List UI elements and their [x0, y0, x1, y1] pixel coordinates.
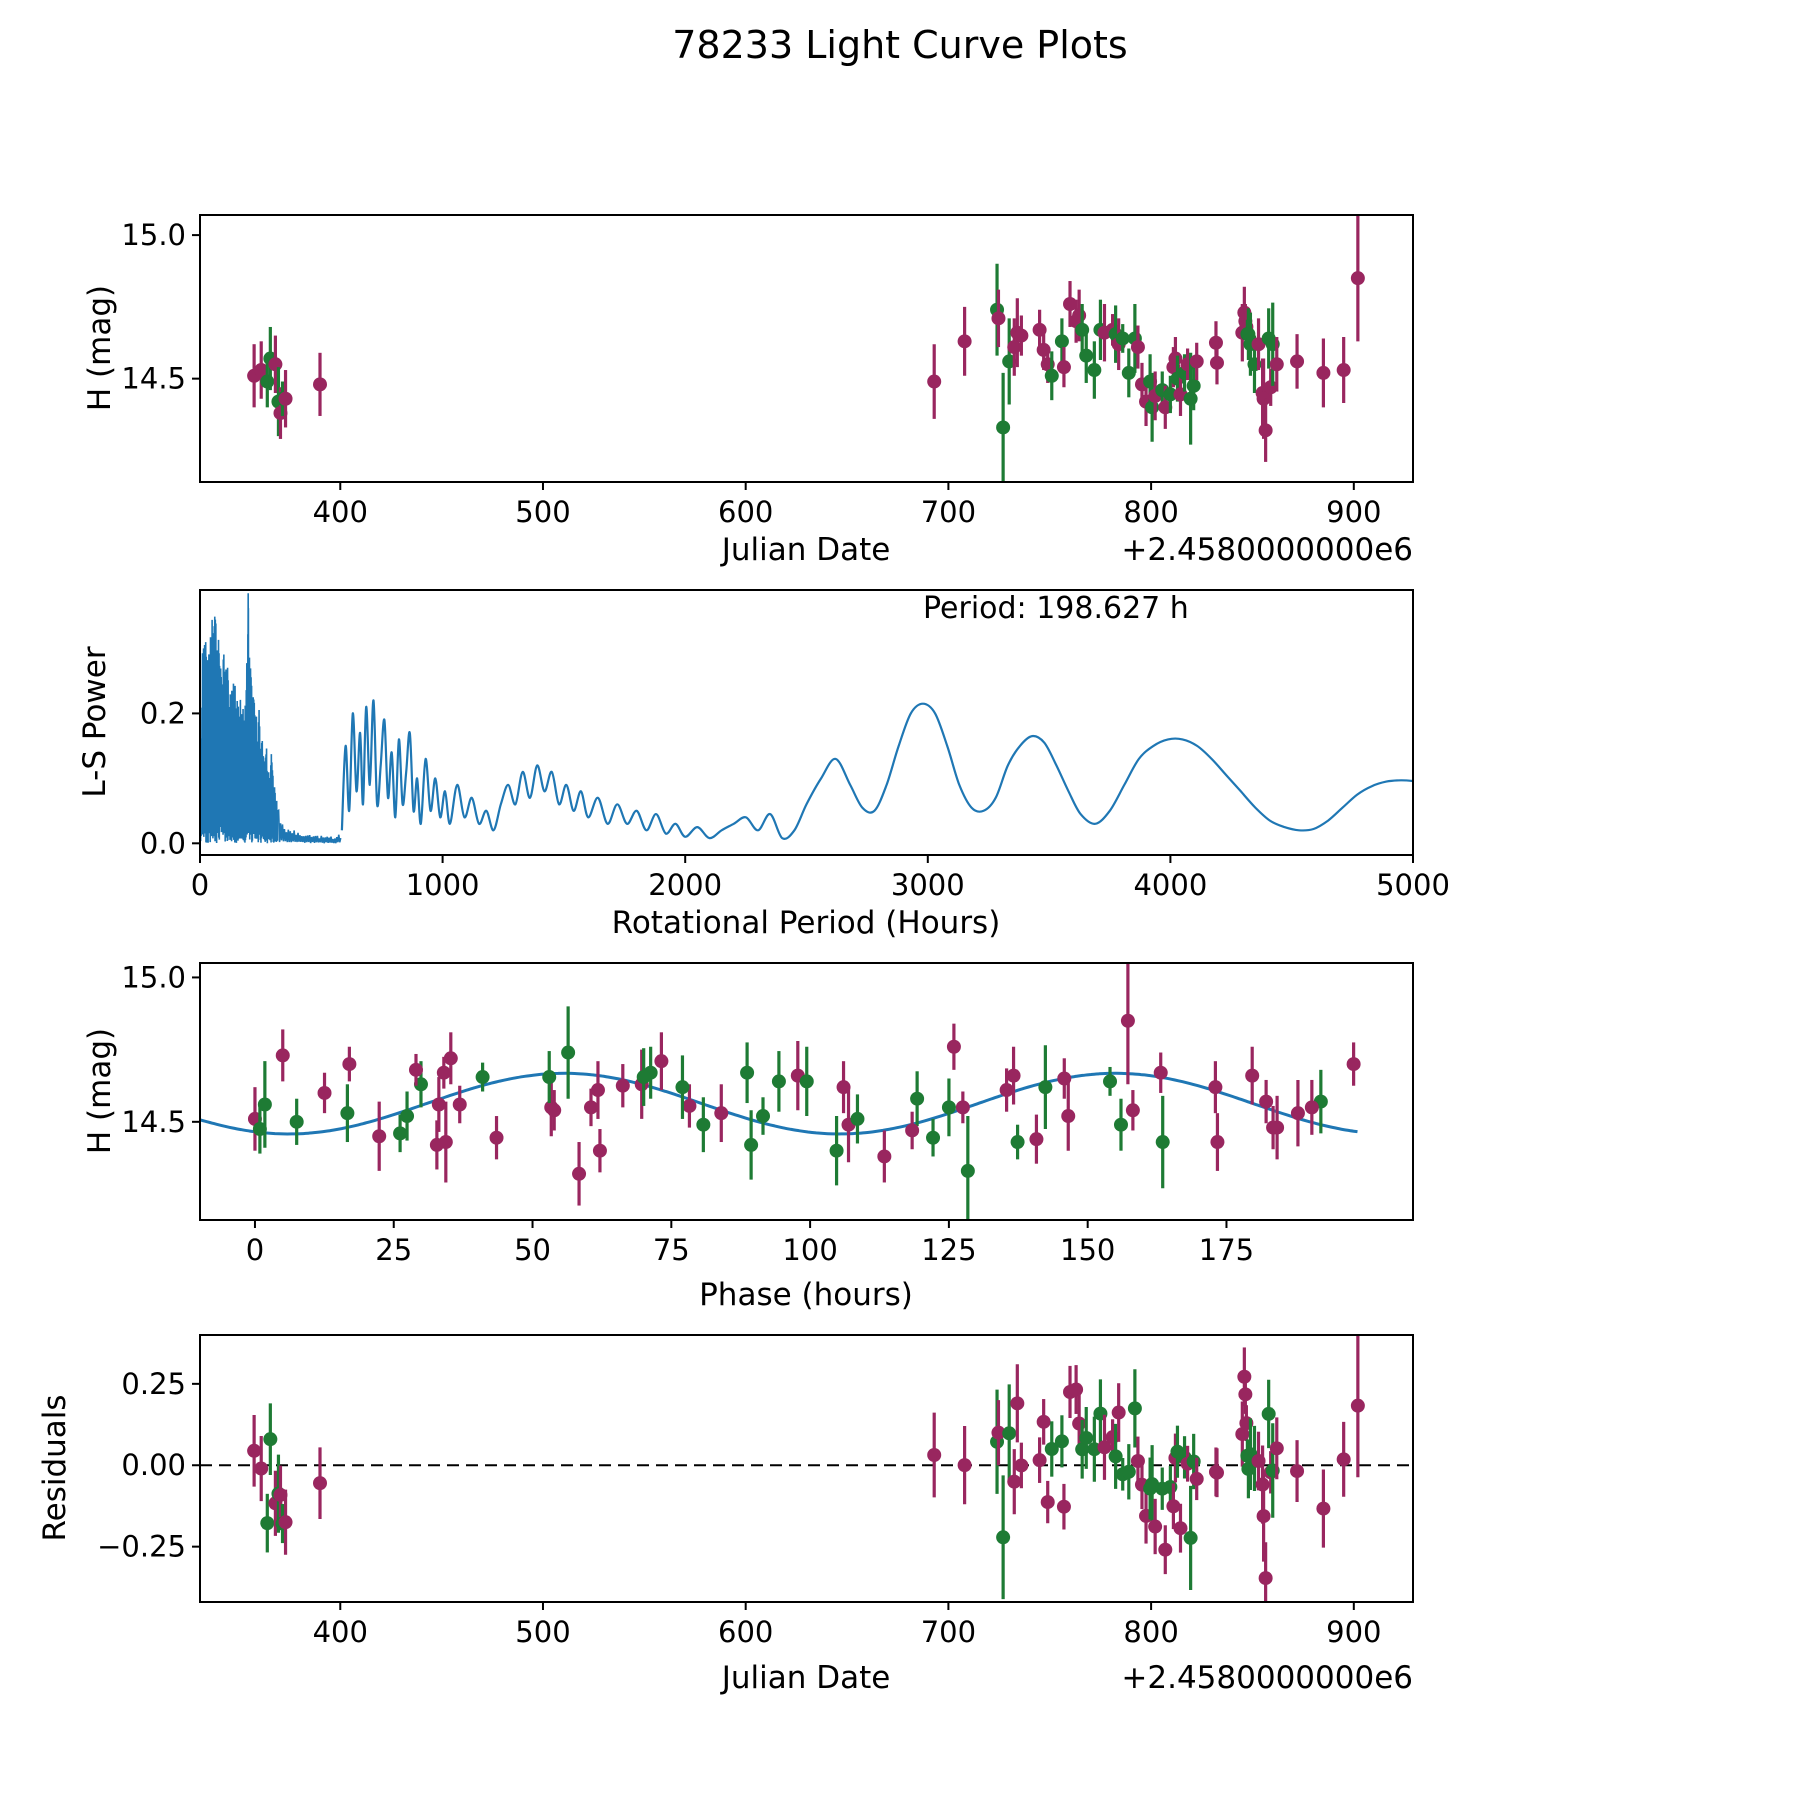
svg-text:25: 25 [375, 1233, 412, 1267]
figure-title: 78233 Light Curve Plots [672, 23, 1127, 67]
svg-text:14.5: 14.5 [121, 362, 186, 396]
phase-ylabel: H (mag) [82, 1028, 118, 1154]
svg-text:800: 800 [1123, 495, 1178, 529]
phase-axes: 0 25 50 75 100 125 150 175 15.0 14.5 [121, 960, 1254, 1267]
residuals-panel: 400 500 600 700 800 900 0.25 0.00 −0.25 Residual… [37, 1334, 1414, 1696]
period-annotation: Period: 198.627 h [923, 591, 1189, 626]
lightcurve-axis-offset: +2.4580000000e6 [1121, 532, 1413, 568]
svg-text:3000: 3000 [891, 868, 965, 902]
svg-text:15.0: 15.0 [121, 218, 186, 252]
svg-text:900: 900 [1326, 495, 1381, 529]
svg-text:75: 75 [653, 1233, 690, 1267]
phase-folded-panel: 0 25 50 75 100 125 150 175 15.0 14.5 H (mag) Phas… [82, 960, 1414, 1313]
svg-text:400: 400 [313, 495, 368, 529]
svg-text:5000: 5000 [1376, 868, 1450, 902]
lightcurve-frame [199, 214, 1414, 483]
periodogram-frame [199, 589, 1414, 856]
svg-text:900: 900 [1326, 1615, 1381, 1649]
svg-text:4000: 4000 [1133, 868, 1207, 902]
phase-frame [199, 962, 1414, 1221]
svg-text:−0.25: −0.25 [97, 1530, 186, 1564]
periodogram-axes: 0 1000 2000 3000 4000 5000 0.0 0.2 [140, 696, 1450, 902]
svg-text:500: 500 [515, 495, 570, 529]
svg-text:50: 50 [514, 1233, 551, 1267]
svg-text:700: 700 [921, 495, 976, 529]
periodogram-curve [200, 593, 1413, 844]
svg-text:400: 400 [313, 1615, 368, 1649]
svg-text:600: 600 [718, 495, 773, 529]
lightcurve-data-points [247, 215, 1365, 482]
svg-text:700: 700 [921, 1615, 976, 1649]
svg-text:125: 125 [921, 1233, 976, 1267]
svg-text:175: 175 [1199, 1233, 1254, 1267]
periodogram-ylabel: L-S Power [77, 646, 113, 797]
svg-text:14.5: 14.5 [121, 1105, 186, 1139]
lightcurve-ylabel: H (mag) [82, 285, 118, 411]
svg-text:2000: 2000 [648, 868, 722, 902]
residuals-axis-offset: +2.4580000000e6 [1121, 1660, 1413, 1696]
svg-text:800: 800 [1123, 1615, 1178, 1649]
phase-data-points [200, 963, 1361, 1220]
svg-text:0: 0 [191, 868, 209, 902]
svg-text:0.0: 0.0 [140, 826, 186, 860]
svg-text:600: 600 [718, 1615, 773, 1649]
svg-text:100: 100 [782, 1233, 837, 1267]
svg-text:15.0: 15.0 [121, 960, 186, 994]
svg-text:500: 500 [515, 1615, 570, 1649]
svg-text:0: 0 [246, 1233, 264, 1267]
residuals-axes: 400 500 600 700 800 900 0.25 0.00 −0.25 [97, 1367, 1381, 1649]
periodogram-xlabel: Rotational Period (Hours) [612, 905, 1001, 941]
svg-text:0.2: 0.2 [140, 696, 186, 730]
residuals-frame [199, 1334, 1414, 1603]
residuals-xlabel: Julian Date [720, 1660, 891, 1696]
phase-xlabel: Phase (hours) [699, 1277, 913, 1313]
residuals-data-points [200, 1335, 1413, 1602]
periodogram-panel: 0 1000 2000 3000 4000 5000 0.0 0.2 L-S Power Ro… [77, 589, 1450, 941]
svg-text:1000: 1000 [406, 868, 480, 902]
julian-date-magnitude-panel: 400 500 600 700 800 900 15.0 14.5 H (mag) Julia… [82, 214, 1414, 568]
lightcurve-axes: 400 500 600 700 800 900 15.0 14.5 [121, 218, 1381, 529]
residuals-ylabel: Residuals [37, 1394, 73, 1541]
svg-text:0.00: 0.00 [121, 1448, 186, 1482]
svg-text:150: 150 [1060, 1233, 1115, 1267]
lightcurve-xlabel: Julian Date [720, 532, 891, 568]
svg-text:0.25: 0.25 [121, 1367, 186, 1401]
